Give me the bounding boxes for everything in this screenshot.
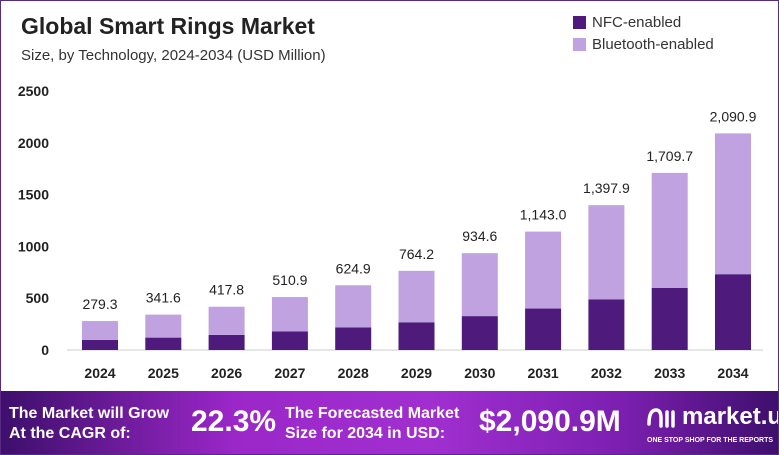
data-label-2031: 1,143.0 xyxy=(520,207,567,223)
x-tick-label: 2034 xyxy=(717,365,748,381)
x-tick-label: 2031 xyxy=(528,365,559,381)
x-tick-label: 2025 xyxy=(148,365,179,381)
bar-nfc-2025 xyxy=(145,337,182,350)
y-tick-label: 1500 xyxy=(18,187,49,203)
x-tick-label: 2026 xyxy=(211,365,242,381)
bar-bluetooth-2034 xyxy=(715,133,751,275)
bar-bluetooth-2025 xyxy=(145,314,182,338)
bar-nfc-2028 xyxy=(335,327,372,350)
cagr-value: 22.3% xyxy=(191,405,277,438)
data-label-2034: 2,090.9 xyxy=(710,108,757,124)
forecast-value: $2,090.9M xyxy=(479,405,621,438)
x-tick-label: 2028 xyxy=(338,365,369,381)
cagr-label: The Market will Grow At the CAGR of: xyxy=(9,405,170,442)
bar-bluetooth-2028 xyxy=(335,285,372,328)
x-tick-label: 2030 xyxy=(464,365,495,381)
x-tick-label: 2033 xyxy=(654,365,685,381)
y-tick-label: 1000 xyxy=(18,238,49,254)
legend-item-nfc: NFC-enabled xyxy=(573,11,714,33)
bar-nfc-2024 xyxy=(82,339,118,350)
data-label-2033: 1,709.7 xyxy=(646,148,693,164)
bar-bluetooth-2026 xyxy=(208,306,245,335)
plot-area: 0 500 1000 1500 2000 2500 279.3 2024 341.6 2025 41… xyxy=(18,83,763,381)
bar-bluetooth-2027 xyxy=(271,297,308,332)
bar-bluetooth-2030 xyxy=(461,253,498,317)
x-tick-label: 2032 xyxy=(591,365,622,381)
logo-tagline: ONE STOP SHOP FOR THE REPORTS xyxy=(647,437,774,444)
data-label-2029: 764.2 xyxy=(399,246,434,262)
bar-nfc-2031 xyxy=(525,308,562,350)
bar-nfc-2026 xyxy=(208,334,245,350)
legend-swatch-nfc xyxy=(573,15,586,29)
legend-swatch-bluetooth xyxy=(573,37,586,51)
x-tick-label: 2024 xyxy=(84,365,115,381)
chart-title: Global Smart Rings Market xyxy=(21,13,315,39)
x-tick-label: 2029 xyxy=(401,365,432,381)
data-label-2028: 624.9 xyxy=(336,260,371,276)
y-tick-label: 2500 xyxy=(18,83,49,99)
y-tick-label: 500 xyxy=(26,290,50,306)
bar-nfc-2027 xyxy=(271,331,308,350)
bar-nfc-2034 xyxy=(715,274,751,350)
data-label-2032: 1,397.9 xyxy=(583,180,630,196)
logo-icon xyxy=(647,408,675,428)
bar-bluetooth-2032 xyxy=(588,205,625,300)
bar-bluetooth-2029 xyxy=(398,270,435,323)
summary-banner: The Market will Grow At the CAGR of: 22.… xyxy=(1,391,778,454)
bar-bluetooth-2024 xyxy=(82,321,118,340)
x-tick-label: 2027 xyxy=(274,365,305,381)
data-label-2024: 279.3 xyxy=(82,296,117,312)
legend-label-bluetooth: Bluetooth-enabled xyxy=(592,35,714,53)
data-label-2027: 510.9 xyxy=(272,272,307,288)
forecast-label: The Forecasted Market Size for 2034 in U… xyxy=(285,405,460,442)
bar-nfc-2032 xyxy=(588,299,625,350)
bar-bluetooth-2033 xyxy=(651,172,688,289)
bar-bluetooth-2031 xyxy=(525,231,562,309)
legend-item-bluetooth: Bluetooth-enabled xyxy=(573,33,714,55)
bar-nfc-2030 xyxy=(461,316,498,350)
logo-name: market.us xyxy=(682,403,778,430)
bar-nfc-2033 xyxy=(651,288,688,350)
y-tick-label: 0 xyxy=(41,342,49,358)
chart-subtitle: Size, by Technology, 2024-2034 (USD Mill… xyxy=(21,47,326,64)
data-label-2025: 341.6 xyxy=(146,290,181,306)
market-us-logo: market.us xyxy=(646,403,778,431)
data-label-2026: 417.8 xyxy=(209,282,244,298)
bar-nfc-2029 xyxy=(398,322,435,350)
legend: NFC-enabled Bluetooth-enabled xyxy=(573,11,714,55)
legend-label-nfc: NFC-enabled xyxy=(592,13,682,31)
data-label-2030: 934.6 xyxy=(462,228,497,244)
y-tick-label: 2000 xyxy=(18,135,49,151)
